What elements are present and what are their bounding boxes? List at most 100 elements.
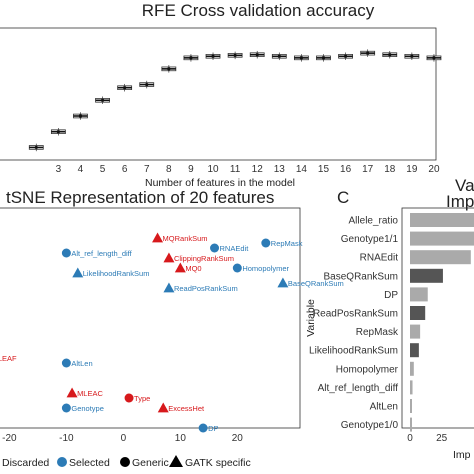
legend-generic-marker [120,457,130,467]
panel-b-x-tick: 20 [232,433,244,444]
box-point [167,67,171,71]
importance-category-label: LikelihoodRankSum [309,346,398,357]
panel-a-x-tick: 16 [340,164,352,175]
legend-selected-label: Selected [69,457,110,469]
panel-c-frame [401,207,474,429]
box-point [299,56,303,60]
tsne-point-label: BaseQRankSum [288,279,344,288]
legend-discarded-label: Discarded [2,457,49,469]
panel-a-x-tick: 5 [100,164,106,175]
panel-a-x-tick: 13 [274,164,286,175]
importance-category-label: DP [384,290,398,301]
importance-bar [410,324,421,339]
panel-b-x-tick: 0 [121,433,127,444]
panel-a-x-tick: 19 [406,164,418,175]
panel-b-frame [0,207,301,429]
importance-bar [410,213,474,227]
panel-a-x-tick: 17 [362,164,374,175]
importance-bar [410,231,474,246]
importance-category-label: Genotype1/1 [341,234,399,245]
box-point [255,53,259,57]
box-point [366,51,370,55]
tsne-point [72,267,84,278]
legend-gatk-label: GATK specific [185,457,251,469]
box-point [123,86,127,90]
tsne-point-label: MQ0 [185,264,201,273]
panel-a-x-tick: 20 [428,164,440,175]
importance-bar [410,306,426,320]
tsne-point-label: RepMask [271,239,303,248]
box-point [388,53,392,57]
importance-bar [410,380,413,395]
tsne-point-label: DP [208,424,218,433]
box-point [78,114,83,118]
panel-c-letter: C [337,188,349,207]
panel-a-x-tick: 11 [230,164,241,175]
tsne-point [152,232,164,243]
box-point [211,54,215,58]
box-point [34,145,38,150]
tsne-point-label: ClippingRankSum [174,254,234,263]
panel-a-x-tick: 8 [166,164,172,175]
panel-c-title-line2: Imp [446,192,474,211]
importance-category-label: Homopolymer [336,364,399,375]
tsne-point-label: Type [134,394,150,403]
panel-b-x-tick: 10 [175,433,187,444]
tsne-point [124,393,134,403]
legend-gatk-marker [169,455,183,467]
tsne-point-label: RNAEdit [220,244,250,253]
panel-c-x-tick: 25 [436,433,448,444]
legend-generic-label: Generic [132,457,169,469]
tsne-point [277,277,289,288]
importance-category-label: Genotype1/0 [341,420,399,431]
panel-a-x-tick: 9 [188,164,194,175]
importance-bar [410,343,419,358]
panel-c-title-line1: Var [455,176,474,195]
importance-category-label: RepMask [356,327,399,338]
importance-bar [410,250,471,265]
tsne-point [232,263,242,273]
panel-c-y-label: Variable [305,299,317,337]
tsne-point-label: MQRankSum [163,234,208,243]
panel-a-x-tick: 4 [78,164,84,175]
tsne-point [61,403,71,413]
tsne-point-label: ExcessHet [168,404,205,413]
tsne-point [210,243,220,253]
box-point [100,98,105,102]
panel-a-x-label: Number of features in the model [145,177,295,189]
panel-c-x-label: Imp [453,449,471,461]
panel-c-x-tick: 0 [407,433,413,444]
box-point [56,130,60,134]
panel-b-title: tSNE Representation of 20 features [6,188,274,207]
tsne-point-label: Alt_ref_length_diff [71,249,132,258]
tsne-point [174,262,186,273]
importance-bar [410,268,443,283]
panel-a-title: RFE Cross validation accuracy [142,1,375,20]
importance-bar [410,361,414,376]
tsne-point [163,282,175,293]
panel-a-x-tick: 14 [296,164,308,175]
box-point [432,56,436,60]
importance-category-label: AltLen [370,402,398,413]
panel-b-x-tick: -10 [59,433,74,444]
importance-category-label: RNAEdit [360,253,399,264]
tsne-point-label: MLEAF [0,354,17,363]
box-point [410,54,414,58]
tsne-point [157,402,169,413]
box-point [277,54,281,58]
panel-a-x-tick: 7 [144,164,150,175]
tsne-point-label: Homopolymer [242,264,289,273]
tsne-point-label: AltLen [71,359,92,368]
importance-category-label: Alt_ref_length_diff [318,383,399,394]
panel-a-frame [0,27,437,161]
tsne-point [198,423,208,433]
importance-bar [410,287,428,302]
importance-bar [410,417,412,432]
legend-selected-marker [57,457,67,467]
tsne-point-label: MLEAC [77,389,103,398]
panel-a-x-tick: 15 [318,164,330,175]
box-point [233,53,237,57]
panel-a-x-tick: 18 [384,164,396,175]
tsne-point [61,358,71,368]
panel-a-x-tick: 3 [56,164,62,175]
